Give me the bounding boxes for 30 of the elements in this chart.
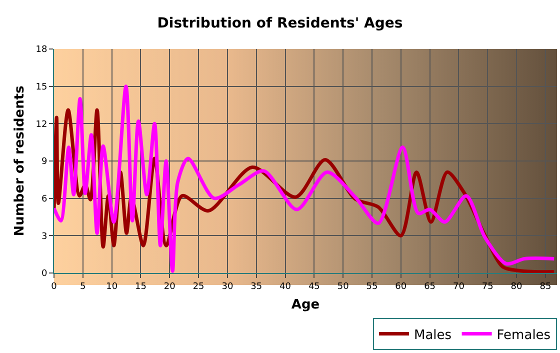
x-tick-label: 0: [51, 282, 58, 292]
x-tick-label: 5: [80, 282, 86, 292]
x-tick-label: 65: [424, 282, 436, 292]
x-tick-label: 85: [540, 282, 552, 292]
x-tick-label: 30: [222, 282, 234, 292]
x-tick-label: 25: [192, 282, 204, 292]
x-tick-label: 70: [452, 282, 465, 292]
y-tick-label: 12: [36, 120, 48, 130]
x-tick-label: 35: [250, 282, 262, 292]
y-tick-label: 15: [36, 82, 48, 92]
x-tick-label: 40: [280, 282, 292, 292]
x-tick-label: 55: [366, 282, 378, 292]
y-axis-title: Number of residents: [12, 85, 28, 236]
y-tick-label: 6: [41, 194, 48, 204]
legend-label: Females: [496, 328, 551, 343]
x-tick-label: 60: [395, 282, 407, 292]
x-tick-label: 50: [337, 282, 350, 292]
x-axis-title: Age: [291, 297, 320, 312]
x-tick-label: 10: [106, 282, 118, 292]
x-tick-label: 20: [164, 282, 176, 292]
x-tick-label: 45: [308, 282, 320, 292]
y-tick-label: 9: [41, 157, 48, 168]
y-tick-label: 0: [41, 269, 48, 280]
y-tick-label: 3: [41, 232, 48, 242]
x-tick-label: 75: [482, 282, 494, 292]
x-tick-label: 80: [510, 282, 523, 292]
y-tick-label: 18: [36, 45, 48, 56]
chart-title: Distribution of Residents' Ages: [157, 15, 403, 32]
legend-label: Males: [414, 328, 452, 343]
x-tick-label: 15: [134, 282, 146, 292]
